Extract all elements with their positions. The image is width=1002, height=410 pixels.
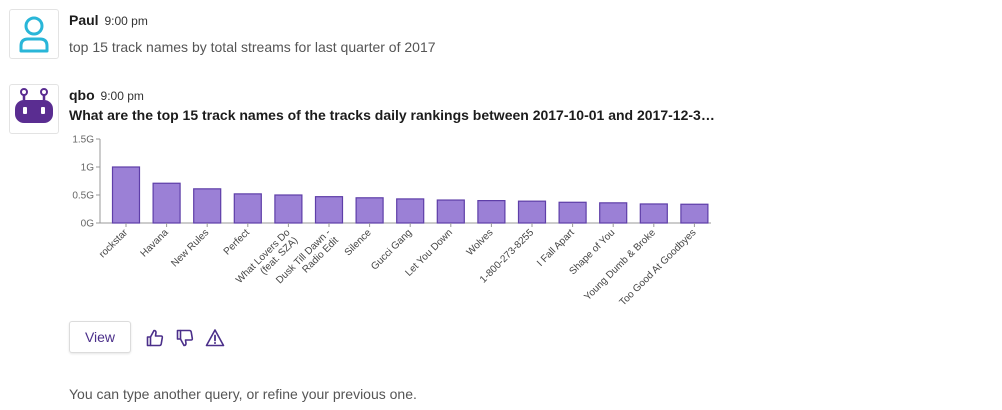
bar [355, 197, 384, 224]
bot-question-title: What are the top 15 track names of the t… [69, 107, 719, 123]
x-tick-label: Wolves [465, 227, 496, 258]
y-tick-label: 1.5G [72, 135, 94, 146]
user-message-header: Paul 9:00 pm [69, 12, 148, 28]
thumbs-up-icon[interactable] [145, 328, 165, 348]
bar [111, 166, 141, 224]
x-tick-label: Young Dumb & Broke [582, 227, 658, 303]
bar [396, 198, 425, 224]
x-tick-label-line: Havana [139, 227, 171, 259]
user-name: Paul [69, 12, 99, 28]
bar [599, 202, 628, 224]
x-tick-label: rockstar [97, 227, 130, 260]
bar [477, 199, 506, 224]
robot-icon [15, 88, 53, 123]
bar [639, 203, 668, 224]
x-tick-label-line: Silence [343, 227, 374, 258]
bar [680, 203, 709, 224]
x-tick-label-line: New Rules [169, 227, 211, 269]
x-tick-label-line: rockstar [97, 227, 130, 260]
user-avatar [9, 9, 59, 59]
footer-hint: You can type another query, or refine yo… [69, 386, 417, 402]
bot-message-header: qbo 9:00 pm [69, 87, 144, 103]
x-tick-label: New Rules [169, 227, 211, 269]
user-message-text: top 15 track names by total streams for … [69, 39, 436, 55]
y-tick-label: 0G [81, 219, 95, 230]
thumbs-down-icon[interactable] [175, 328, 195, 348]
x-tick-label: I Fall Apart [535, 227, 577, 269]
x-tick-label-line: Too Good At Goodbyes [618, 227, 699, 308]
y-tick-label: 0.5G [72, 191, 94, 202]
view-button[interactable]: View [69, 321, 131, 353]
x-tick-label: Havana [139, 227, 171, 259]
bar [558, 201, 587, 224]
bar [517, 200, 547, 224]
warning-icon[interactable] [205, 328, 225, 348]
bar [152, 182, 181, 224]
bot-message-time: 9:00 pm [100, 89, 144, 103]
bar [274, 194, 303, 224]
y-tick-label: 1G [81, 163, 95, 174]
x-tick-label-line: I Fall Apart [535, 227, 577, 269]
bot-name: qbo [69, 87, 95, 103]
user-message-time: 9:00 pm [104, 14, 148, 28]
bar [436, 199, 465, 224]
x-tick-label: Perfect [222, 227, 252, 257]
x-tick-label: Silence [343, 227, 374, 258]
bar [193, 188, 222, 224]
x-tick-label: Too Good At Goodbyes [618, 227, 699, 308]
bot-avatar [9, 84, 59, 134]
bar [314, 196, 344, 224]
bar [233, 193, 262, 224]
x-tick-label-line: Wolves [465, 227, 496, 258]
x-tick-label-line: Perfect [222, 227, 252, 257]
user-icon [19, 16, 49, 53]
x-tick-label-line: Young Dumb & Broke [582, 227, 658, 303]
